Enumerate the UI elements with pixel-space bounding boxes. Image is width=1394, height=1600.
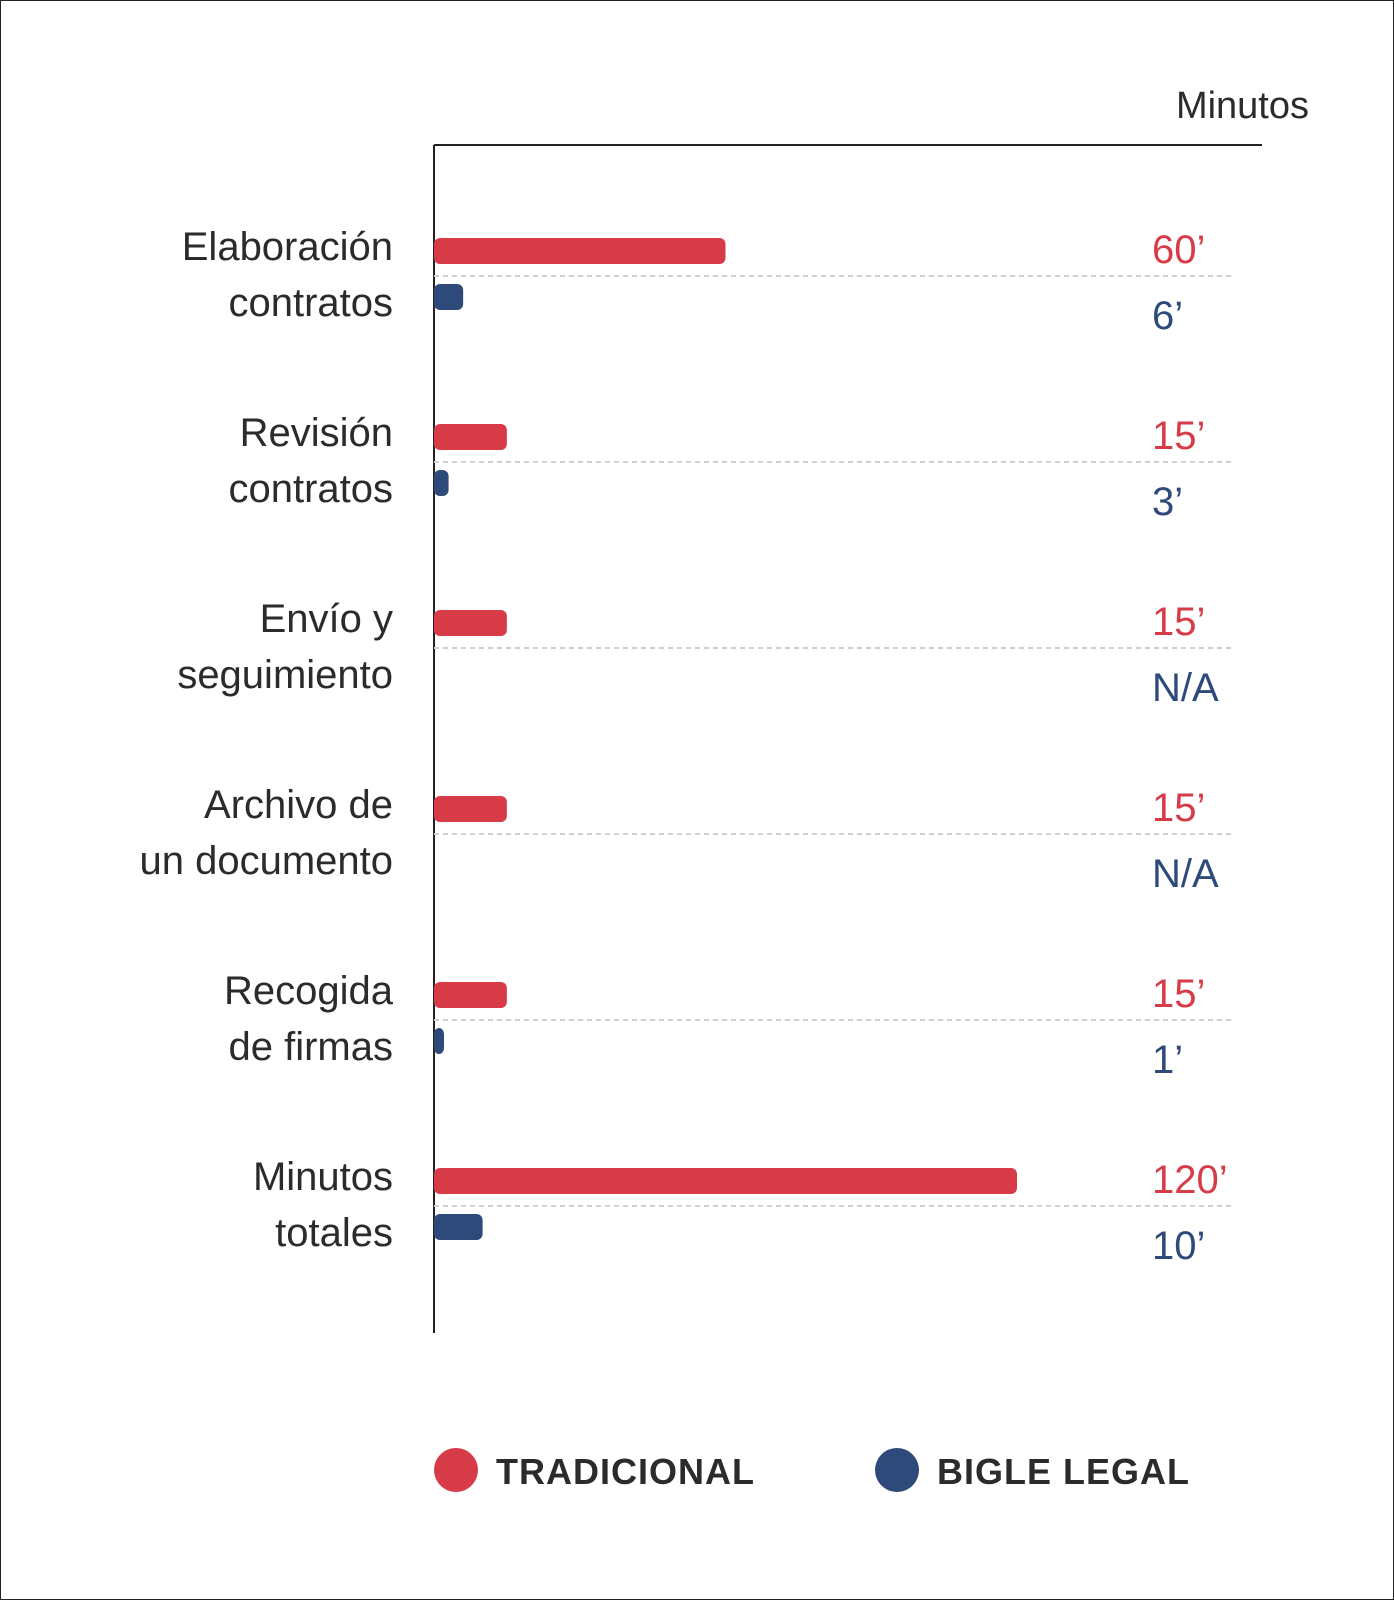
category-label: Minutos totales (253, 1155, 393, 1255)
bar-tradicional (434, 1168, 1017, 1194)
category-label-line: totales (275, 1211, 393, 1255)
value-label-bigle-legal: 3’ (1152, 480, 1183, 524)
legend-swatch-bigle-legal (875, 1448, 919, 1492)
value-label-tradicional: 15’ (1152, 786, 1205, 830)
category-label: Envío y seguimiento (177, 597, 393, 697)
value-label-tradicional: 120’ (1152, 1158, 1228, 1202)
legend-swatch-tradicional (434, 1448, 478, 1492)
value-label-bigle-legal: 10’ (1152, 1224, 1205, 1268)
value-label-tradicional: 15’ (1152, 600, 1205, 644)
category-label-line: contratos (228, 467, 393, 511)
category-label-line: Minutos (253, 1155, 393, 1199)
category-label-line: Recogida (224, 969, 394, 1013)
bar-tradicional (434, 982, 507, 1008)
value-label-tradicional: 15’ (1152, 414, 1205, 458)
bar-bigle-legal (434, 1028, 444, 1054)
category-label-line: de firmas (229, 1025, 394, 1069)
value-label-tradicional: 60’ (1152, 228, 1205, 272)
category-label: Revisión contratos (228, 411, 393, 511)
bar-tradicional (434, 238, 726, 264)
category-label-line: Envío y (260, 597, 393, 641)
bar-tradicional (434, 610, 507, 636)
bar-bigle-legal (434, 284, 464, 310)
category-label: Elaboración contratos (182, 225, 393, 325)
category-label-line: Archivo de (204, 783, 393, 827)
bar-tradicional (434, 796, 507, 822)
value-label-bigle-legal: 1’ (1152, 1038, 1183, 1082)
value-label-tradicional: 15’ (1152, 972, 1205, 1016)
legend-label-tradicional: TRADICIONAL (496, 1451, 755, 1492)
bar-tradicional (434, 424, 507, 450)
category-label-line: Elaboración (182, 225, 393, 269)
value-label-bigle-legal: 6’ (1152, 294, 1183, 338)
value-label-bigle-legal: N/A (1152, 852, 1219, 896)
axis-unit-label: Minutos (1176, 85, 1309, 127)
bar-bigle-legal (434, 470, 449, 496)
legend-label-bigle-legal: BIGLE LEGAL (937, 1451, 1190, 1492)
category-label-line: seguimiento (177, 653, 393, 697)
value-label-bigle-legal: N/A (1152, 666, 1219, 710)
category-label-line: Revisión (240, 411, 393, 455)
category-label-line: un documento (139, 839, 393, 883)
bar-bigle-legal (434, 1214, 483, 1240)
category-label: Recogida de firmas (224, 969, 394, 1069)
category-label-line: contratos (228, 281, 393, 325)
category-label: Archivo de un documento (139, 783, 393, 883)
